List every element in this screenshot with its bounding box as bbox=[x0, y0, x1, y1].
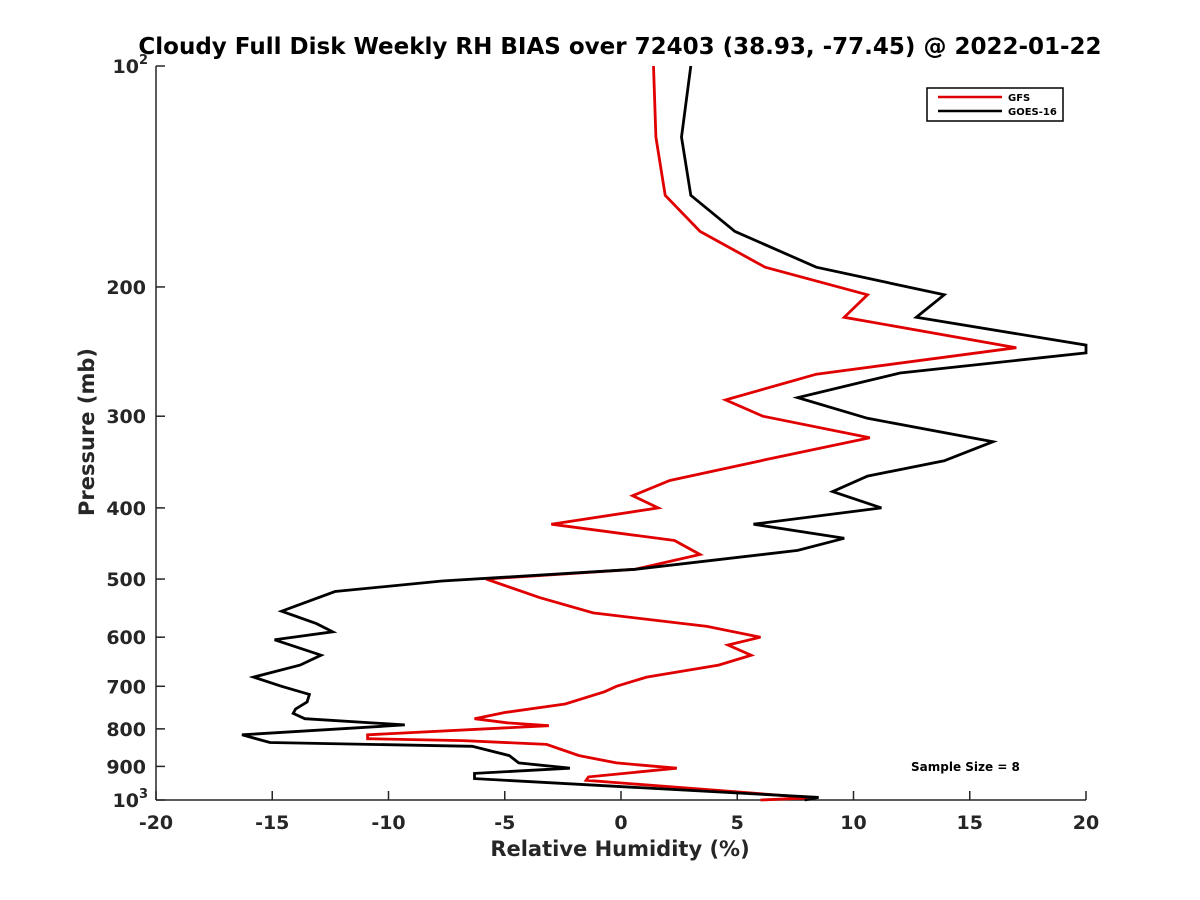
x-axis-label: Relative Humidity (%) bbox=[490, 837, 749, 861]
legend-label-gfs: GFS bbox=[1008, 93, 1030, 104]
x-tick-label: -20 bbox=[139, 812, 173, 834]
legend: GFS GOES-16 bbox=[926, 87, 1064, 122]
series-group bbox=[241, 65, 1088, 802]
x-tick-label: 10 bbox=[840, 812, 866, 834]
y-axis-label: Pressure (mb) bbox=[75, 348, 99, 516]
y-tick-label: 500 bbox=[106, 569, 146, 591]
x-tick-label: 20 bbox=[1073, 812, 1099, 834]
x-axis: -20 -15 -10 -5 0 5 10 15 20 bbox=[139, 791, 1099, 834]
sample-size-annotation: Sample Size = 8 bbox=[911, 760, 1020, 774]
y-tick-label: 200 bbox=[106, 277, 146, 299]
y-tick-label: 102 bbox=[113, 53, 149, 78]
y-tick-label: 103 bbox=[113, 787, 149, 812]
x-tick-label: -10 bbox=[371, 812, 405, 834]
y-tick-label: 800 bbox=[106, 719, 146, 741]
legend-label-goes16: GOES-16 bbox=[1008, 107, 1057, 118]
y-tick-label: 300 bbox=[106, 406, 146, 428]
x-tick-label: -5 bbox=[494, 812, 515, 834]
y-tick-label: 900 bbox=[106, 756, 146, 778]
x-tick-label: 0 bbox=[614, 812, 627, 834]
y-axis: 102 200 300 400 500 600 700 800 900 103 bbox=[106, 53, 165, 812]
x-tick-label: 15 bbox=[957, 812, 983, 834]
chart-title: Cloudy Full Disk Weekly RH BIAS over 724… bbox=[138, 34, 1101, 60]
y-tick-label: 700 bbox=[106, 676, 146, 698]
y-tick-label: 600 bbox=[106, 627, 146, 649]
x-tick-label: -15 bbox=[255, 812, 289, 834]
series-line-gfs bbox=[366, 65, 1017, 802]
legend-box bbox=[926, 87, 1064, 122]
series-line-goes16 bbox=[241, 65, 1088, 802]
x-tick-label: 5 bbox=[731, 812, 744, 834]
y-tick-label: 400 bbox=[106, 498, 146, 520]
